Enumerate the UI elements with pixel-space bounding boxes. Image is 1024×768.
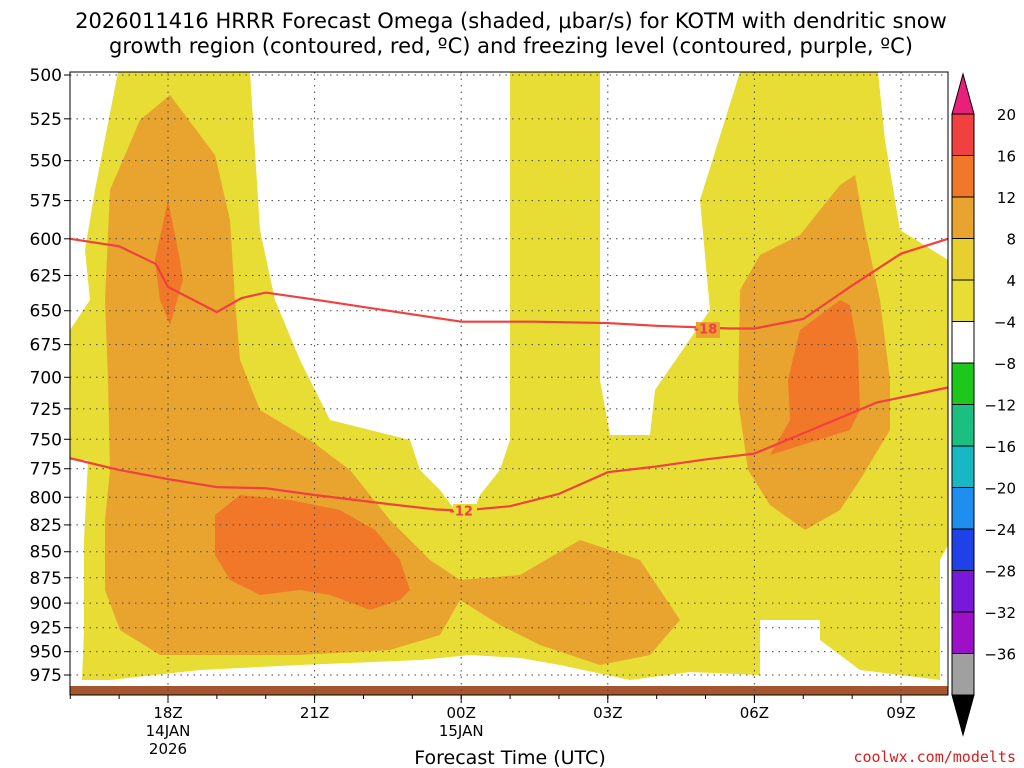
colorbar-swatch-3: [951, 238, 975, 281]
colorbar-swatch-0: [951, 113, 975, 156]
colorbar-swatch-7: [951, 404, 975, 447]
x-tick-date-18Z: 14JAN: [146, 722, 191, 740]
colorbar-swatch-4: [951, 279, 975, 322]
y-tick-label-975: 975: [30, 666, 62, 686]
colorbar-label-2: 12: [997, 189, 1016, 207]
x-tick-label-21Z: 21Z: [300, 704, 329, 722]
colorbar-swatch-10: [951, 528, 975, 571]
y-tick-label-750: 750: [30, 430, 62, 450]
chart-title-line1: 2026011416 HRRR Forecast Omega (shaded, …: [75, 9, 947, 33]
omega-band-12-16-a: [155, 200, 183, 325]
y-tick-label-825: 825: [30, 516, 62, 536]
y-tick-label-550: 550: [30, 152, 62, 172]
y-tick-label-625: 625: [30, 266, 62, 286]
omega-shading: [70, 72, 948, 680]
colorbar-label-12: −32: [984, 604, 1016, 622]
omega-band-12-16-c: [770, 300, 860, 455]
colorbar-swatch-2: [951, 196, 975, 239]
contour-label-bg-12: [453, 504, 477, 520]
x-tick-year-18Z: 2026: [149, 740, 187, 758]
contour-label-minus-12: -12: [449, 505, 473, 520]
colorbar-top-cap: [951, 72, 975, 115]
colorbar-label-13: −36: [984, 646, 1016, 664]
y-tick-label-900: 900: [30, 594, 62, 614]
colorbar-swatch-6: [951, 362, 975, 405]
colorbar-label-7: −12: [984, 397, 1016, 415]
plot-area: -18 -12: [69, 71, 949, 696]
contour-lines: [70, 237, 949, 512]
x-tick-label-03Z: 03Z: [593, 704, 622, 722]
colorbar-swatch-1: [951, 155, 975, 198]
y-tick-label-775: 775: [30, 460, 62, 480]
colorbar-swatch-5: [951, 321, 975, 364]
y-tick-label-600: 600: [30, 230, 62, 250]
x-tick-label-00Z: 00Z: [447, 704, 476, 722]
y-tick-label-525: 525: [30, 110, 62, 130]
colorbar-label-10: −24: [984, 521, 1016, 539]
y-tick-label-850: 850: [30, 543, 62, 563]
colorbar-label-6: −8: [994, 355, 1016, 373]
colorbar-swatch-9: [951, 487, 975, 530]
colorbar-label-11: −28: [984, 563, 1016, 581]
contour-line--12: [70, 386, 949, 512]
x-tick-label-09Z: 09Z: [886, 704, 915, 722]
contour-label-bg-18: [696, 322, 720, 338]
colorbar-label-1: 16: [997, 148, 1016, 166]
y-tick-label-725: 725: [30, 400, 62, 420]
contour-line--18: [70, 237, 949, 330]
watermark: coolwx.com/modelts: [853, 748, 1016, 766]
colorbar-label-3: 8: [1006, 231, 1016, 249]
y-tick-label-650: 650: [30, 302, 62, 322]
colorbar-label-9: −20: [984, 480, 1016, 498]
colorbar-swatch-11: [951, 570, 975, 613]
y-tick-label-925: 925: [30, 619, 62, 639]
colorbar-bottom-cap: [951, 694, 975, 737]
y-tick-label-500: 500: [30, 66, 62, 86]
colorbar-swatch-13: [951, 653, 975, 696]
y-tick-label-950: 950: [30, 643, 62, 663]
y-tick-label-575: 575: [30, 192, 62, 212]
y-axis: 500 525 550 575 600 625 650 675 700 725 750 775 800 8…: [30, 66, 70, 686]
y-tick-label-800: 800: [30, 488, 62, 508]
x-tick-date-00Z: 15JAN: [439, 722, 484, 740]
x-tick-label-06Z: 06Z: [740, 704, 769, 722]
colorbar: 20 16 12 8 4 −4 −8 −12 −16 −20 −24 −28 −32 −36: [951, 72, 1016, 737]
colorbar-label-0: 20: [997, 106, 1016, 124]
omega-band-12-16-b: [215, 495, 410, 610]
y-tick-label-700: 700: [30, 368, 62, 388]
colorbar-label-4: 4: [1006, 272, 1016, 290]
colorbar-swatch-8: [951, 445, 975, 488]
contour-label-minus-18: -18: [694, 323, 718, 338]
x-axis-label: Forecast Time (UTC): [414, 747, 605, 768]
colorbar-label-8: −16: [984, 438, 1016, 456]
plot-frame: [69, 71, 949, 696]
y-tick-label-675: 675: [30, 336, 62, 356]
y-tick-label-875: 875: [30, 569, 62, 589]
ground-strip: [70, 686, 948, 695]
chart-title-line2: growth region (contoured, red, ºC) and f…: [109, 34, 913, 58]
colorbar-label-5: −4: [994, 314, 1016, 332]
x-tick-label-18Z: 18Z: [153, 704, 182, 722]
colorbar-swatch-12: [951, 611, 975, 654]
